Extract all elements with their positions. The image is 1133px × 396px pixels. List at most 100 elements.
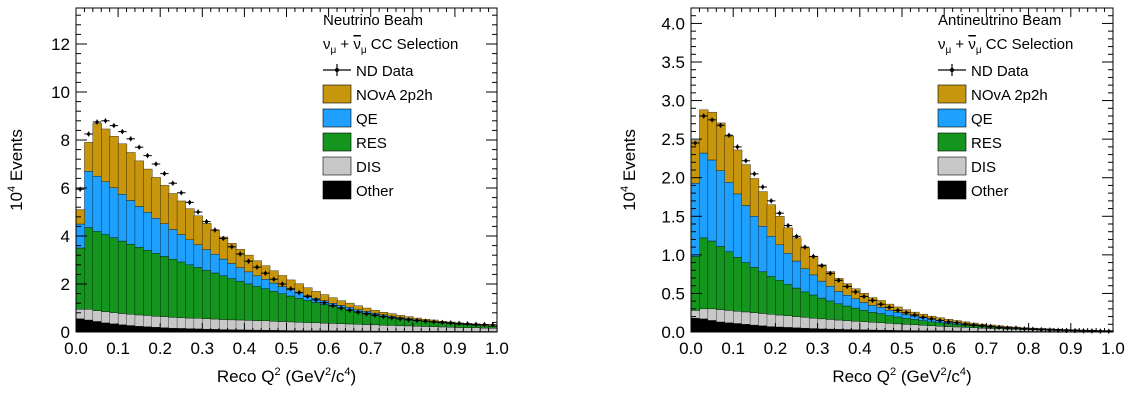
histogram-bar (404, 325, 414, 332)
data-point (289, 287, 293, 291)
histogram-bar (210, 272, 220, 320)
x-axis-title: Reco Q2 (GeV2/c4) (217, 366, 356, 386)
y-tick-label: 0.5 (661, 284, 685, 303)
histogram-bar (202, 249, 212, 271)
histogram-bar (336, 300, 347, 306)
histogram-bar (707, 320, 717, 333)
histogram-bar (792, 260, 802, 289)
x-tick-label: 0.0 (679, 339, 703, 358)
histogram-bar (151, 315, 161, 328)
data-point (744, 159, 748, 163)
histogram-bar (716, 170, 726, 247)
histogram-bar (884, 323, 895, 331)
data-point (811, 254, 815, 258)
histogram-bar (749, 178, 760, 217)
y-axis-title: 104 Events (6, 129, 26, 211)
data-point (735, 145, 740, 149)
histogram-bar (218, 319, 229, 330)
antineutrino-beam-panel: 0.0 0.1 0.2 0.3 0.4 0.5 0.6 0.7 0.8 0.9 1.0 0.0 0.5 1… (619, 7, 1125, 386)
histogram-bar (244, 283, 254, 321)
histogram-bar (143, 168, 153, 213)
histogram-bar (775, 280, 785, 316)
histogram-bar (370, 310, 380, 314)
x-tick-label: 0.3 (190, 339, 214, 358)
x-tick-label: 0.2 (148, 339, 172, 358)
histogram-bar (707, 240, 717, 310)
data-point (491, 323, 495, 327)
histogram-bar (808, 328, 819, 333)
legend-swatch (937, 156, 967, 176)
histogram-bar (387, 325, 397, 332)
histogram-bar (218, 258, 229, 277)
data-point (1073, 329, 1077, 333)
histogram-bar (699, 237, 709, 310)
legend-label: ND Data (971, 63, 1029, 80)
histogram-bar (876, 322, 886, 331)
histogram-bar (92, 176, 102, 232)
data-point (322, 301, 326, 305)
histogram-bar (901, 324, 912, 331)
data-point (297, 291, 301, 295)
histogram-bar (353, 324, 363, 332)
histogram-bar (733, 149, 743, 195)
histogram-bar (800, 268, 810, 293)
histogram-bar (160, 223, 170, 257)
histogram-bar (370, 324, 380, 332)
legend-swatch (322, 108, 352, 128)
histogram-bar (320, 322, 330, 331)
x-tick-label: 0.4 (848, 339, 872, 358)
data-point (179, 191, 183, 195)
histogram-bar (758, 313, 768, 327)
histogram-bar (75, 309, 85, 319)
histogram-bar (378, 324, 389, 332)
histogram-bar (851, 307, 861, 322)
histogram-bar (210, 254, 220, 274)
data-point (913, 313, 917, 317)
histogram-bar (117, 313, 128, 325)
data-point (221, 236, 225, 240)
histogram-bar (101, 181, 111, 235)
x-tick-label: 0.5 (890, 339, 914, 358)
histogram-bar (792, 316, 802, 328)
histogram-bar (328, 306, 338, 324)
histogram-bar (235, 280, 245, 321)
histogram-bar (724, 310, 734, 323)
legend-label: QE (971, 111, 993, 128)
legend-subtitle: νμ + νμ CC Selection (938, 36, 1073, 56)
histogram-bar (336, 323, 347, 332)
data-point (423, 319, 428, 323)
histogram-bar (202, 318, 212, 330)
histogram-bar (952, 326, 962, 332)
data-point (348, 308, 352, 312)
x-tick-label: 0.4 (233, 339, 257, 358)
histogram-bar (311, 302, 321, 324)
legend-data-marker (335, 68, 339, 72)
histogram-bar (699, 308, 709, 320)
histogram-bar (277, 293, 288, 322)
histogram-bar (690, 182, 701, 257)
histogram-bar (151, 253, 161, 317)
x-tick-label: 0.3 (806, 339, 830, 358)
histogram-bar (84, 309, 94, 321)
histogram-bar (471, 327, 481, 332)
histogram-bar (741, 311, 751, 325)
histogram-bar (160, 185, 170, 224)
data-point (778, 211, 782, 215)
data-point (904, 311, 908, 315)
data-point (272, 277, 276, 281)
histogram-bar (800, 291, 810, 318)
histogram-bar (151, 177, 161, 219)
histogram-bar (92, 321, 102, 333)
data-point (171, 181, 175, 185)
data-point (879, 302, 883, 306)
histogram-bar (758, 191, 768, 227)
histogram-bar (176, 317, 187, 329)
histogram-bar (75, 247, 85, 310)
histogram-bar (84, 319, 94, 333)
histogram-bar (792, 237, 802, 262)
histogram-bar (134, 326, 144, 333)
histogram-bar (808, 256, 819, 276)
data-point (929, 317, 934, 321)
histogram-bar (884, 315, 895, 324)
